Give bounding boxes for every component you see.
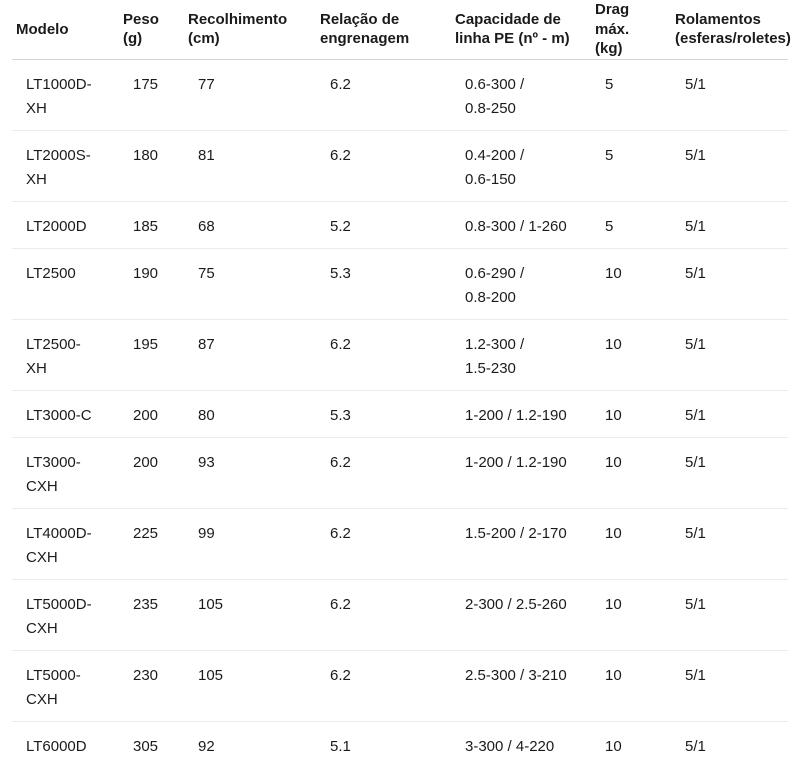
table-row: LT2500 190 75 5.3 0.6-290 / 0.8-200 10 5/1 (12, 248, 788, 320)
cell-capacidade_linha_pe: 3-300 / 4-220 (465, 737, 555, 755)
cell-relacao_engrenagem: 6.2 (316, 59, 451, 131)
cell-drag_max_kg: 10 (591, 390, 671, 438)
cell-capacidade_linha_pe: 0.6-300 / 0.8-250 (451, 59, 591, 131)
table-row: LT2500-XH 195 87 6.2 1.2-300 / 1.5-230 10 5/1 (12, 319, 788, 391)
cell-rolamentos: 5/1 (671, 650, 788, 722)
cell-peso_g: 180 (119, 130, 184, 202)
cell-drag_max_kg: 10 (591, 437, 671, 509)
cell-relacao_engrenagem: 5.1 (330, 737, 351, 755)
table-row: LT4000D-CXH 225 99 6.2 1.5-200 / 2-170 10 5/1 (12, 508, 788, 580)
cell-relacao_engrenagem: 6.2 (316, 650, 451, 722)
table-row: LT5000D-CXH 235 105 6.2 2-300 / 2.5-260 10 5/1 (12, 579, 788, 651)
table-header: Modelo Peso (g) Recolhimento (cm) Relaçã… (12, 0, 791, 60)
table-row: LT5000-CXH 230 105 6.2 2.5-300 / 3-210 10 5/1 (12, 650, 788, 722)
table-row: LT3000-C 200 80 5.3 1-200 / 1.2-190 10 5/1 (12, 390, 788, 438)
cell-rolamentos: 5/1 (685, 737, 706, 755)
cell-peso_g: 200 (119, 437, 184, 509)
cell-capacidade_linha_pe: 1-200 / 1.2-190 (451, 390, 591, 438)
header-row: Modelo Peso (g) Recolhimento (cm) Relaçã… (12, 0, 791, 60)
cell-rolamentos: 5/1 (671, 319, 788, 391)
cell-capacidade_linha_pe: 1-200 / 1.2-190 (451, 437, 591, 509)
column-header-recolhimento: Recolhimento (cm) (184, 0, 316, 60)
table-row: LT2000S-XH 180 81 6.2 0.4-200 / 0.6-150 5 5/1 (12, 130, 788, 202)
cell-relacao_engrenagem: 5.2 (316, 201, 451, 249)
cell-peso_g: 190 (119, 248, 184, 320)
cell-recolhimento_cm: 92 (198, 737, 215, 755)
cell-modelo: LT5000-CXH (12, 650, 119, 722)
cell-rolamentos: 5/1 (671, 390, 788, 438)
cell-capacidade_linha_pe: 0.6-290 / 0.8-200 (451, 248, 591, 320)
cell-rolamentos: 5/1 (671, 201, 788, 249)
table-row: LT2000D 185 68 5.2 0.8-300 / 1-260 5 5/1 (12, 201, 788, 249)
cell-modelo: LT4000D-CXH (12, 508, 119, 580)
cell-peso_g: 305 (133, 737, 159, 755)
column-header-modelo: Modelo (12, 0, 119, 60)
column-header-relacao: Relação de engrenagem (316, 0, 451, 60)
cell-capacidade_linha_pe: 1.5-200 / 2-170 (451, 508, 591, 580)
cell-modelo: LT3000-C (12, 390, 119, 438)
cell-drag_max_kg: 10 (605, 737, 622, 755)
cell-peso_g: 185 (119, 201, 184, 249)
cell-relacao_engrenagem: 6.2 (316, 437, 451, 509)
table-row: LT3000-CXH 200 93 6.2 1-200 / 1.2-190 10 5/1 (12, 437, 788, 509)
cell-recolhimento_cm: 77 (184, 59, 316, 131)
cell-rolamentos: 5/1 (671, 130, 788, 202)
cell-relacao_engrenagem: 6.2 (316, 508, 451, 580)
cell-relacao_engrenagem: 5.3 (316, 248, 451, 320)
cell-drag_max_kg: 10 (591, 579, 671, 651)
cell-peso_g: 175 (119, 59, 184, 131)
cell-modelo: LT2500-XH (12, 319, 119, 391)
cell-recolhimento_cm: 75 (184, 248, 316, 320)
cell-recolhimento_cm: 87 (184, 319, 316, 391)
table-row: LT6000D 305 92 5.1 3-300 / 4-220 10 5/1 (12, 721, 788, 758)
cell-recolhimento_cm: 68 (184, 201, 316, 249)
cell-drag_max_kg: 10 (591, 650, 671, 722)
cell-modelo: LT6000D (26, 737, 87, 755)
cell-recolhimento_cm: 93 (184, 437, 316, 509)
cell-modelo: LT3000-CXH (12, 437, 119, 509)
cell-recolhimento_cm: 99 (184, 508, 316, 580)
cell-rolamentos: 5/1 (671, 508, 788, 580)
cell-recolhimento_cm: 80 (184, 390, 316, 438)
cell-modelo: LT2000D (12, 201, 119, 249)
cell-capacidade_linha_pe: 0.8-300 / 1-260 (451, 201, 591, 249)
cell-relacao_engrenagem: 6.2 (316, 130, 451, 202)
column-header-peso: Peso (g) (119, 0, 184, 60)
cell-recolhimento_cm: 105 (184, 650, 316, 722)
table-row: LT1000D-XH 175 77 6.2 0.6-300 / 0.8-250 5 5/1 (12, 59, 788, 131)
cell-peso_g: 225 (119, 508, 184, 580)
cell-peso_g: 235 (119, 579, 184, 651)
table-body: LT1000D-XH 175 77 6.2 0.6-300 / 0.8-250 5 5/1 L… (12, 59, 788, 758)
cell-capacidade_linha_pe: 0.4-200 / 0.6-150 (451, 130, 591, 202)
cell-relacao_engrenagem: 6.2 (316, 319, 451, 391)
cell-drag_max_kg: 10 (591, 508, 671, 580)
cell-rolamentos: 5/1 (671, 248, 788, 320)
cell-modelo: LT1000D-XH (12, 59, 119, 131)
cell-drag_max_kg: 5 (591, 201, 671, 249)
cell-drag_max_kg: 5 (591, 59, 671, 131)
cell-peso_g: 195 (119, 319, 184, 391)
cell-capacidade_linha_pe: 1.2-300 / 1.5-230 (451, 319, 591, 391)
cell-rolamentos: 5/1 (671, 59, 788, 131)
cell-modelo: LT2500 (12, 248, 119, 320)
column-header-rolamentos: Rolamentos (esferas/roletes) (671, 0, 791, 60)
cell-peso_g: 230 (119, 650, 184, 722)
cell-recolhimento_cm: 81 (184, 130, 316, 202)
cell-relacao_engrenagem: 5.3 (316, 390, 451, 438)
cell-peso_g: 200 (119, 390, 184, 438)
cell-capacidade_linha_pe: 2-300 / 2.5-260 (451, 579, 591, 651)
reel-specs-table: Modelo Peso (g) Recolhimento (cm) Relaçã… (12, 0, 791, 758)
cell-modelo: LT2000S-XH (12, 130, 119, 202)
column-header-capacidade: Capacidade de linha PE (nº - m) (451, 0, 591, 60)
column-header-drag: Drag máx. (kg) (591, 0, 671, 60)
cell-rolamentos: 5/1 (671, 579, 788, 651)
cell-capacidade_linha_pe: 2.5-300 / 3-210 (451, 650, 591, 722)
cell-drag_max_kg: 5 (591, 130, 671, 202)
cell-drag_max_kg: 10 (591, 248, 671, 320)
cell-rolamentos: 5/1 (671, 437, 788, 509)
cell-recolhimento_cm: 105 (184, 579, 316, 651)
cell-modelo: LT5000D-CXH (12, 579, 119, 651)
cell-drag_max_kg: 10 (591, 319, 671, 391)
cell-relacao_engrenagem: 6.2 (316, 579, 451, 651)
